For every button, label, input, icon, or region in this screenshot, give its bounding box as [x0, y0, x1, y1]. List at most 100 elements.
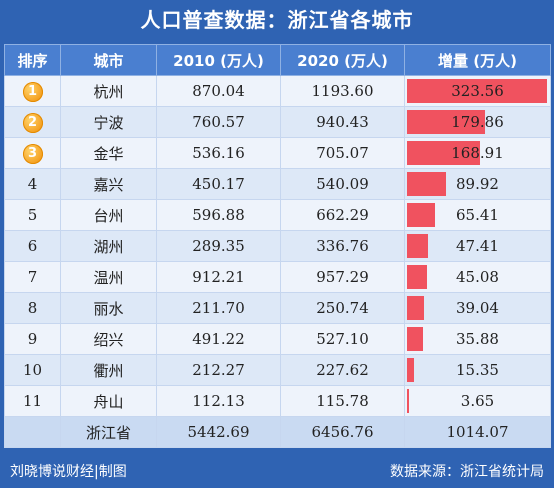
rank-cell: 8	[4, 292, 61, 324]
medal-icon: 3	[22, 143, 43, 164]
increase-value: 45.08	[456, 268, 499, 286]
pop-2010-cell: 536.16	[156, 137, 281, 169]
rank-cell: 5	[4, 199, 61, 231]
increase-cell: 323.56	[404, 75, 551, 107]
city-cell: 嘉兴	[60, 168, 157, 200]
increase-bar	[407, 141, 480, 165]
pop-2010-cell: 596.88	[156, 199, 281, 231]
table-row: 2 宁波 760.57 940.43 179.86	[4, 106, 551, 138]
table-header-row: 排序 城市 2010 (万人) 2020 (万人) 增量 (万人)	[4, 44, 551, 76]
increase-cell: 39.04	[404, 292, 551, 324]
increase-value: 3.65	[460, 392, 495, 410]
population-table: 排序 城市 2010 (万人) 2020 (万人) 增量 (万人) 1 杭州 870…	[4, 44, 551, 448]
rank-cell: 6	[4, 230, 61, 262]
total-2020: 6456.76	[280, 416, 405, 448]
increase-value: 323.56	[451, 82, 504, 100]
increase-bar	[407, 265, 427, 289]
increase-cell: 3.65	[404, 385, 551, 417]
pop-2020-cell: 527.10	[280, 323, 405, 355]
table-row: 3 金华 536.16 705.07 168.91	[4, 137, 551, 169]
table-row: 4 嘉兴 450.17 540.09 89.92	[4, 168, 551, 200]
pop-2010-cell: 912.21	[156, 261, 281, 293]
rank-cell: 10	[4, 354, 61, 386]
city-cell: 舟山	[60, 385, 157, 417]
increase-bar	[407, 389, 409, 413]
header-2020: 2020 (万人)	[280, 44, 405, 76]
header-rank: 排序	[4, 44, 61, 76]
increase-bar	[407, 203, 435, 227]
city-cell: 台州	[60, 199, 157, 231]
total-rank	[4, 416, 61, 448]
pop-2010-cell: 212.27	[156, 354, 281, 386]
table-row: 6 湖州 289.35 336.76 47.41	[4, 230, 551, 262]
pop-2010-cell: 211.70	[156, 292, 281, 324]
table-row: 7 温州 912.21 957.29 45.08	[4, 261, 551, 293]
increase-cell: 65.41	[404, 199, 551, 231]
city-cell: 温州	[60, 261, 157, 293]
pop-2010-cell: 491.22	[156, 323, 281, 355]
pop-2020-cell: 115.78	[280, 385, 405, 417]
city-cell: 湖州	[60, 230, 157, 262]
pop-2020-cell: 250.74	[280, 292, 405, 324]
rank-cell: 3	[4, 137, 61, 169]
pop-2020-cell: 662.29	[280, 199, 405, 231]
increase-bar	[407, 172, 446, 196]
header-2010: 2010 (万人)	[156, 44, 281, 76]
footer-source: 数据来源：浙江省统计局	[390, 464, 544, 480]
pop-2020-cell: 336.76	[280, 230, 405, 262]
page-title: 人口普查数据：浙江省各城市	[140, 8, 414, 32]
rank-cell: 1	[4, 75, 61, 107]
increase-bar	[407, 110, 485, 134]
pop-2020-cell: 957.29	[280, 261, 405, 293]
increase-bar	[407, 234, 428, 258]
pop-2020-cell: 705.07	[280, 137, 405, 169]
increase-value: 179.86	[451, 113, 504, 131]
increase-cell: 179.86	[404, 106, 551, 138]
city-cell: 杭州	[60, 75, 157, 107]
medal-icon: 2	[22, 112, 43, 133]
header-city: 城市	[60, 44, 157, 76]
pop-2010-cell: 870.04	[156, 75, 281, 107]
total-increase: 1014.07	[404, 416, 551, 448]
pop-2010-cell: 450.17	[156, 168, 281, 200]
table-row: 9 绍兴 491.22 527.10 35.88	[4, 323, 551, 355]
total-row: 浙江省 5442.69 6456.76 1014.07	[4, 416, 551, 448]
increase-cell: 15.35	[404, 354, 551, 386]
medal-icon: 1	[22, 81, 43, 102]
increase-bar	[407, 327, 423, 351]
increase-value: 35.88	[456, 330, 499, 348]
city-cell: 衢州	[60, 354, 157, 386]
pop-2020-cell: 1193.60	[280, 75, 405, 107]
table-row: 11 舟山 112.13 115.78 3.65	[4, 385, 551, 417]
city-cell: 绍兴	[60, 323, 157, 355]
total-city: 浙江省	[60, 416, 157, 448]
table-row: 1 杭州 870.04 1193.60 323.56	[4, 75, 551, 107]
increase-value: 168.91	[451, 144, 504, 162]
footer-credit: 刘晓博说财经|制图	[10, 464, 127, 480]
table-row: 10 衢州 212.27 227.62 15.35	[4, 354, 551, 386]
increase-bar	[407, 79, 547, 103]
pop-2010-cell: 760.57	[156, 106, 281, 138]
rank-cell: 9	[4, 323, 61, 355]
pop-2020-cell: 227.62	[280, 354, 405, 386]
pop-2010-cell: 289.35	[156, 230, 281, 262]
city-cell: 宁波	[60, 106, 157, 138]
pop-2010-cell: 112.13	[156, 385, 281, 417]
increase-value: 39.04	[456, 299, 499, 317]
increase-bar	[407, 296, 424, 320]
increase-cell: 47.41	[404, 230, 551, 262]
table-row: 5 台州 596.88 662.29 65.41	[4, 199, 551, 231]
rank-cell: 7	[4, 261, 61, 293]
increase-bar	[407, 358, 414, 382]
increase-value: 15.35	[456, 361, 499, 379]
rank-cell: 11	[4, 385, 61, 417]
city-cell: 金华	[60, 137, 157, 169]
increase-value: 47.41	[456, 237, 499, 255]
total-2010: 5442.69	[156, 416, 281, 448]
increase-value: 65.41	[456, 206, 499, 224]
rank-cell: 2	[4, 106, 61, 138]
header-increase: 增量 (万人)	[404, 44, 551, 76]
rank-cell: 4	[4, 168, 61, 200]
increase-value: 89.92	[456, 175, 499, 193]
increase-cell: 45.08	[404, 261, 551, 293]
